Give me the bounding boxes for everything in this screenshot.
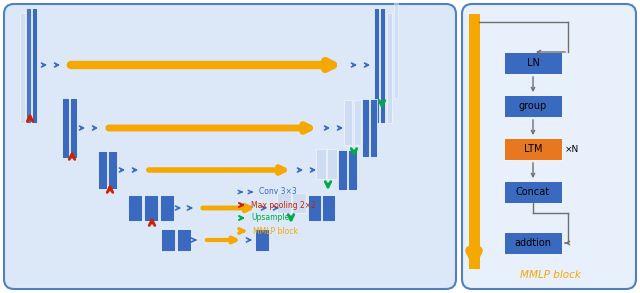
Bar: [380, 8, 385, 122]
Text: LTM: LTM: [524, 144, 542, 154]
Bar: [316, 149, 326, 179]
Bar: [387, 13, 392, 123]
Text: MMLP block: MMLP block: [253, 226, 298, 236]
Bar: [321, 195, 335, 221]
Text: Concat: Concat: [516, 187, 550, 197]
Bar: [327, 149, 337, 179]
Bar: [353, 100, 360, 144]
Bar: [292, 193, 306, 213]
Text: Upsample: Upsample: [251, 214, 289, 222]
Bar: [255, 229, 269, 251]
Bar: [26, 8, 31, 122]
Bar: [374, 8, 378, 122]
Text: MMLP block: MMLP block: [520, 270, 580, 280]
Text: group: group: [519, 101, 547, 111]
Bar: [504, 138, 562, 160]
Bar: [394, 3, 398, 98]
Bar: [19, 13, 24, 123]
Bar: [70, 98, 77, 158]
Bar: [504, 232, 562, 254]
Bar: [344, 100, 352, 144]
Bar: [277, 193, 291, 213]
Bar: [128, 195, 142, 221]
Bar: [31, 8, 36, 122]
FancyBboxPatch shape: [4, 4, 456, 289]
Text: ×N: ×N: [565, 144, 579, 154]
Bar: [369, 99, 376, 157]
Bar: [469, 14, 480, 269]
Bar: [177, 229, 191, 251]
Text: Max pooling 2×2: Max pooling 2×2: [251, 200, 316, 209]
Bar: [61, 98, 68, 158]
Bar: [108, 151, 116, 189]
Bar: [362, 99, 369, 157]
Text: addtion: addtion: [515, 238, 552, 248]
Bar: [337, 150, 346, 190]
Bar: [504, 95, 562, 117]
Bar: [97, 151, 106, 189]
FancyBboxPatch shape: [462, 4, 636, 289]
Bar: [504, 52, 562, 74]
Bar: [504, 181, 562, 203]
Text: LN: LN: [527, 58, 540, 68]
Text: Conv 3×3: Conv 3×3: [259, 188, 297, 197]
Bar: [307, 195, 321, 221]
Bar: [348, 150, 356, 190]
Bar: [144, 195, 158, 221]
Bar: [161, 229, 175, 251]
Bar: [160, 195, 174, 221]
